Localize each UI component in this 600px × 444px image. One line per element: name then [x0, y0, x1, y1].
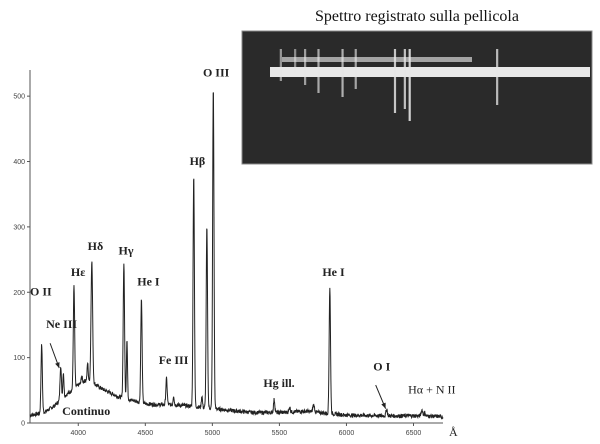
- annotation-arrowhead: [381, 402, 386, 409]
- x-axis-unit: Å: [449, 425, 458, 439]
- spectrum-curve: [29, 92, 444, 420]
- y-tick-label: 100: [13, 355, 25, 362]
- emission-line-streak: [403, 49, 406, 109]
- line-annotation: He I: [322, 265, 345, 279]
- line-annotation: Hα + N II: [408, 383, 455, 397]
- x-tick-label: 6000: [339, 430, 355, 437]
- emission-line-streak: [354, 49, 357, 89]
- annotation-arrowhead: [55, 362, 60, 369]
- emission-line-streak: [304, 49, 307, 85]
- line-annotation: Hβ: [190, 154, 206, 168]
- axis-ticks: 0 100 200 300 400 500 4000 4500 5000 5500 6000 6500: [13, 94, 421, 437]
- line-annotation: Hδ: [88, 239, 104, 253]
- emission-line-streak: [496, 49, 499, 105]
- line-annotation: Hg ill.: [263, 376, 294, 390]
- emission-line-streak: [341, 49, 344, 97]
- emission-line-streak: [317, 49, 320, 93]
- continuum-streak: [270, 67, 590, 77]
- line-annotation: Hγ: [119, 243, 134, 257]
- x-tick-label: 5500: [272, 430, 288, 437]
- line-annotation: O I: [373, 360, 390, 374]
- x-tick-label: 5000: [205, 430, 221, 437]
- film-spectrum-image: [241, 30, 593, 165]
- plot-axes: [29, 70, 443, 424]
- x-tick-label: 4500: [138, 430, 154, 437]
- line-annotation: Ne III: [46, 317, 77, 331]
- emission-line-streak: [393, 49, 397, 113]
- x-tick-label: 6500: [406, 430, 422, 437]
- y-tick-label: 300: [13, 224, 25, 231]
- inset-title: Spettro registrato sulla pellicola: [315, 8, 519, 25]
- y-tick-label: 0: [21, 421, 25, 428]
- film-spectrum-lines: [270, 49, 590, 121]
- emission-line-streak: [408, 49, 411, 121]
- x-tick-label: 4000: [70, 430, 86, 437]
- line-annotation: Hε: [71, 265, 85, 279]
- line-annotation: Fe III: [159, 353, 189, 367]
- line-annotation: Continuo: [62, 404, 110, 418]
- emission-line-streak: [294, 49, 297, 73]
- film-spectrum-inset: [241, 30, 593, 165]
- y-tick-label: 500: [13, 94, 25, 101]
- line-annotation: O III: [203, 66, 230, 80]
- emission-line-streak: [279, 49, 282, 81]
- continuum-streak: [282, 57, 472, 62]
- y-tick-label: 200: [13, 290, 25, 297]
- y-tick-label: 400: [13, 159, 25, 166]
- line-annotation: He I: [137, 275, 160, 289]
- line-annotation: O II: [30, 285, 52, 299]
